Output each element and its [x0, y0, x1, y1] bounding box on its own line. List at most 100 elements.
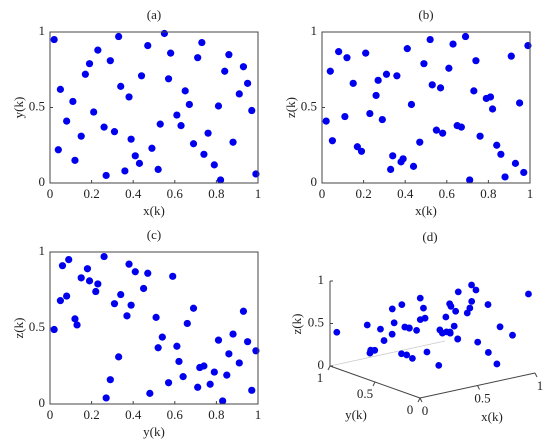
point: [353, 143, 361, 151]
point: [198, 38, 206, 47]
point: [398, 350, 405, 358]
point: [416, 138, 424, 146]
point: [421, 314, 429, 322]
x-tick-label: 0.4: [397, 186, 414, 201]
point: [71, 315, 79, 323]
point: [244, 338, 252, 346]
point: [106, 57, 114, 65]
point: [409, 354, 416, 362]
x-tick-label: 0.8: [208, 407, 224, 422]
point: [125, 93, 133, 101]
point: [244, 79, 252, 87]
y-tick-label: 0.5: [357, 386, 373, 401]
point: [476, 132, 484, 140]
point: [63, 292, 71, 300]
point: [507, 52, 515, 60]
x-tick-label: 0.5: [474, 390, 490, 405]
point: [71, 156, 79, 164]
point: [83, 265, 92, 273]
point: [137, 72, 146, 80]
point: [328, 137, 336, 145]
point: [497, 150, 505, 158]
point: [127, 301, 135, 309]
point: [349, 79, 357, 87]
point: [363, 321, 371, 329]
point: [125, 260, 133, 268]
point: [181, 87, 189, 95]
y-axis-label: z(k): [11, 318, 26, 339]
x-tick-label: 1: [537, 378, 544, 393]
point: [453, 122, 461, 130]
x-tick-label: 0.2: [83, 186, 99, 201]
x-tick-label: 0: [47, 407, 54, 422]
point: [377, 325, 384, 333]
point: [85, 60, 94, 68]
point: [156, 120, 164, 128]
point: [357, 147, 366, 155]
point: [63, 117, 71, 125]
point: [100, 252, 108, 261]
point: [496, 323, 504, 331]
z-axis-label: z(k): [289, 314, 304, 335]
point: [423, 348, 431, 356]
point: [452, 307, 460, 315]
y-tick-label: 0.5: [301, 98, 317, 113]
point: [399, 155, 407, 163]
point: [248, 386, 256, 394]
point: [131, 268, 139, 276]
point: [229, 138, 237, 146]
point: [407, 100, 416, 109]
y-axis-label: z(k): [283, 97, 298, 118]
point: [468, 281, 475, 289]
point: [463, 309, 471, 317]
point: [450, 322, 458, 330]
point: [371, 346, 379, 354]
point: [488, 105, 497, 113]
point: [169, 272, 177, 280]
point: [470, 87, 478, 95]
x-tick-label: 0.8: [480, 186, 496, 201]
point: [214, 336, 223, 344]
x-axis-label: x(k): [481, 409, 503, 424]
point: [160, 29, 168, 38]
y-tick-label: 1: [311, 23, 318, 38]
point: [235, 90, 243, 98]
point: [173, 111, 181, 119]
point: [382, 70, 391, 78]
x-tick-label: 1: [255, 407, 262, 422]
y-tick: [372, 381, 376, 387]
point: [106, 376, 114, 384]
point: [388, 330, 396, 338]
point: [413, 326, 420, 334]
point: [206, 380, 214, 388]
point: [372, 91, 380, 100]
point: [115, 353, 123, 361]
point: [403, 45, 411, 53]
point: [148, 144, 156, 152]
point: [164, 75, 173, 83]
y-tick-label: 0: [311, 174, 318, 189]
y-tick-label: 1: [317, 370, 324, 385]
x-axis-label: y(k): [143, 424, 165, 439]
point: [194, 383, 202, 391]
point: [154, 165, 162, 174]
x-tick-label: 0.6: [167, 186, 184, 201]
y-tick-label: 0.5: [29, 98, 45, 113]
back-edge: [329, 340, 446, 367]
point: [426, 35, 434, 44]
point: [248, 106, 256, 115]
point: [92, 287, 100, 296]
point: [131, 152, 139, 160]
axes-box: [49, 251, 259, 405]
x-tick-label: 0.4: [125, 407, 142, 422]
point: [81, 70, 89, 78]
point: [196, 363, 204, 372]
point: [146, 389, 154, 397]
point: [102, 394, 110, 402]
point: [374, 76, 382, 84]
point: [378, 115, 386, 124]
point: [420, 60, 428, 68]
point: [144, 269, 152, 277]
point: [219, 397, 227, 405]
x-tick: [419, 397, 423, 403]
